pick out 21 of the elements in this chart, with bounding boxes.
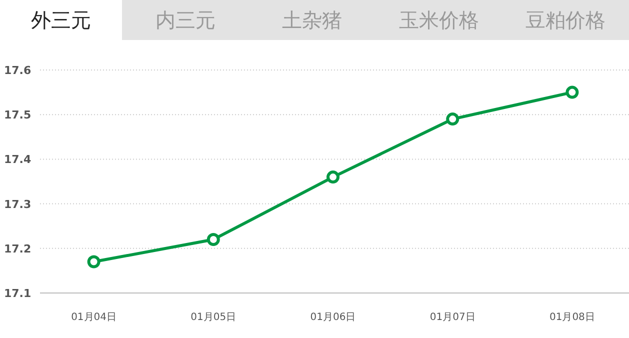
chart-title: 外三元: [31, 8, 91, 32]
x-tick-label: 01月08日: [549, 312, 595, 323]
point: [87, 255, 100, 268]
y-tick-label: 17.3: [4, 198, 32, 211]
point: [446, 112, 460, 126]
text: 玉米价格: [398, 8, 479, 32]
text: 土杂猪: [282, 8, 342, 32]
text: 内三元: [155, 8, 216, 32]
x-tick-label: 01月05日: [190, 312, 236, 323]
point: [206, 232, 220, 246]
y-tick-label: 17.1: [4, 287, 32, 300]
y-tick-label: 17.2: [4, 242, 32, 256]
y-tick-label: 17.6: [4, 64, 32, 77]
x-tick-label: 01月07日: [430, 312, 476, 323]
y-tick-label: 17.5: [4, 108, 32, 122]
point: [326, 170, 340, 184]
x-tick-label: 01月06日: [310, 312, 356, 323]
point: [566, 86, 579, 99]
text: 豆粕价格: [526, 8, 606, 32]
x-tick-label: 01月04日: [71, 312, 117, 323]
y-tick-label: 17.4: [4, 153, 32, 166]
